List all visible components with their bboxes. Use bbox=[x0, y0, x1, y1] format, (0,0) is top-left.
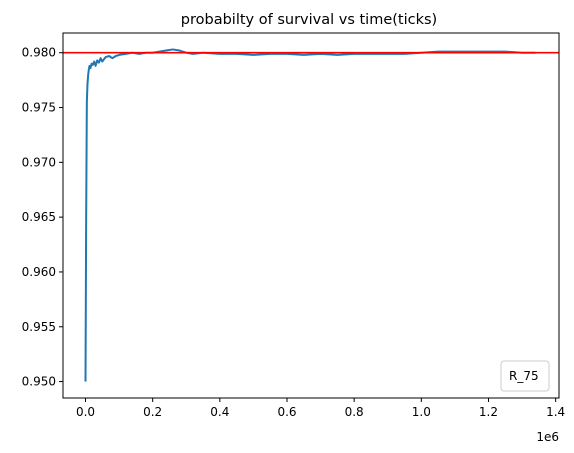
plot-frame bbox=[62, 32, 560, 399]
y-tick-label: 0.980 bbox=[22, 46, 56, 60]
x-tick-label: 0.4 bbox=[210, 405, 229, 419]
x-tick-label: 0.6 bbox=[277, 405, 296, 419]
y-tick-label: 0.970 bbox=[22, 155, 56, 169]
y-tick-label: 0.965 bbox=[22, 210, 56, 224]
x-tick-label: 0.0 bbox=[76, 405, 95, 419]
y-axis: 0.950 0.955 0.960 0.965 0.970 0.975 0.980 bbox=[22, 46, 63, 389]
x-axis: 0.0 0.2 0.4 0.6 0.8 1.0 1.2 1.4 bbox=[76, 398, 565, 419]
y-tick-label: 0.955 bbox=[22, 320, 56, 334]
y-tick-label: 0.975 bbox=[22, 101, 56, 115]
y-tick-label: 0.950 bbox=[22, 375, 56, 389]
plot-area bbox=[63, 48, 559, 382]
y-tick-label: 0.960 bbox=[22, 265, 56, 279]
legend-entry: R_75 bbox=[509, 369, 539, 383]
x-tick-label: 1.2 bbox=[479, 405, 498, 419]
x-tick-label: 0.8 bbox=[345, 405, 364, 419]
series-line-0 bbox=[84, 48, 536, 382]
legend-box bbox=[500, 360, 550, 392]
x-offset-label: 1e6 bbox=[536, 430, 559, 444]
x-tick-label: 0.2 bbox=[143, 405, 162, 419]
x-tick-label: 1.0 bbox=[412, 405, 431, 419]
x-tick-label: 1.4 bbox=[546, 405, 565, 419]
legend: R_75 bbox=[500, 360, 550, 392]
chart-title: probabilty of survival vs time(ticks) bbox=[181, 12, 437, 28]
